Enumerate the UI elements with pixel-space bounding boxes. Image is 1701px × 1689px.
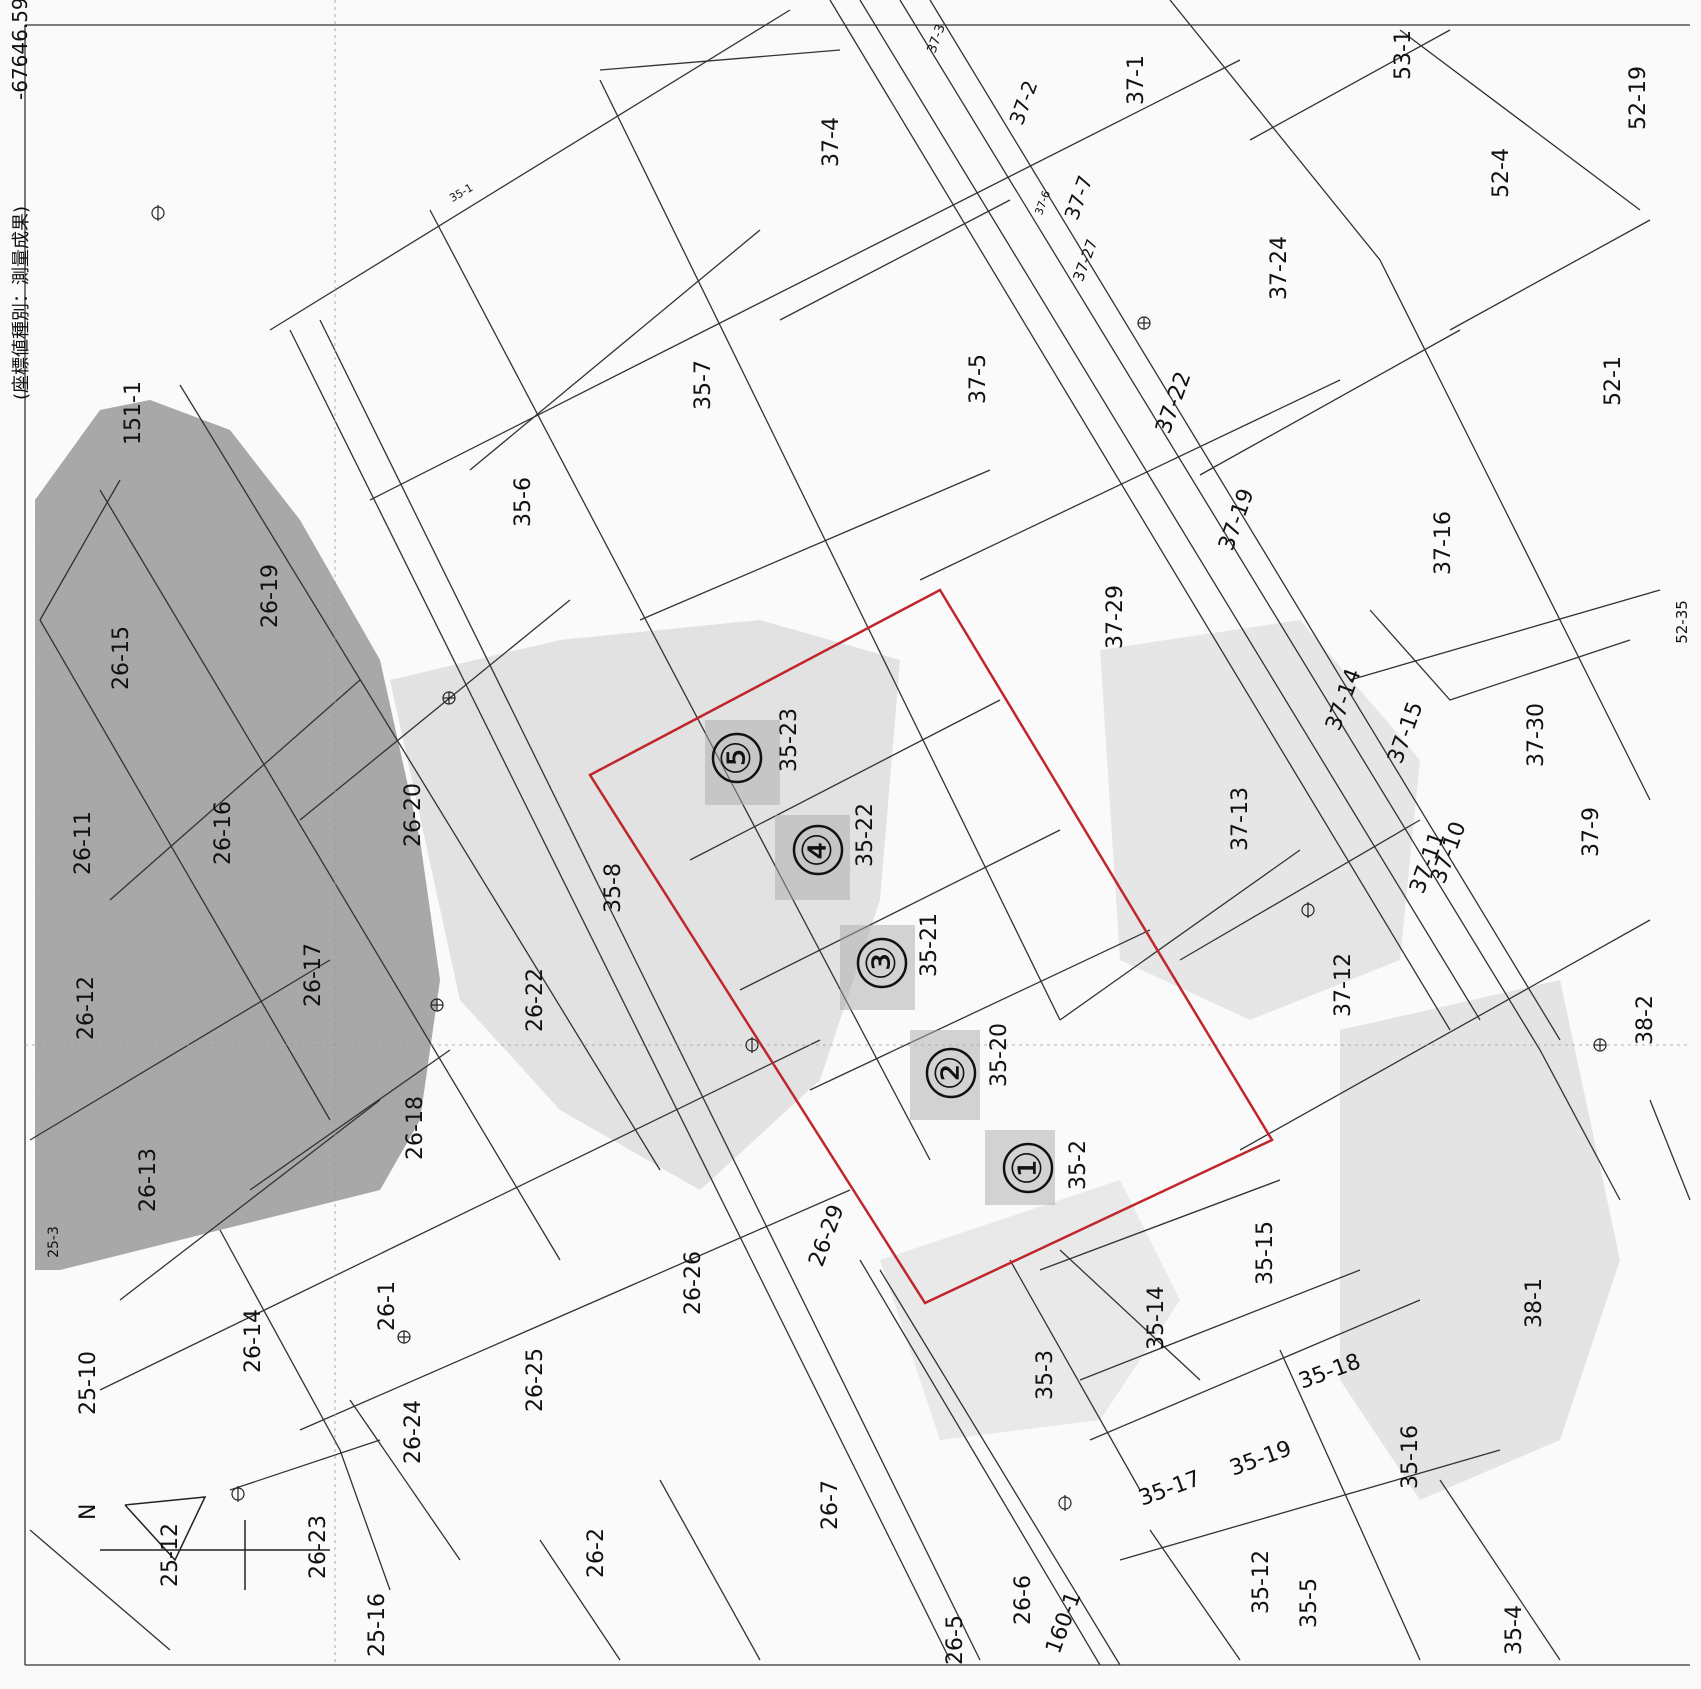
parcel-label: 37-4 [819,117,844,167]
parcel-label: 26-25 [523,1348,548,1412]
survey-point-icon [442,691,456,705]
parcel-label: 26-2 [584,1528,609,1578]
north-arrow-icon [100,1496,330,1590]
subject-parcel-lot: 35-23 [777,708,802,772]
subject-parcel-number: ③ [859,945,905,981]
coordinate-note: (座標値種別：測量成果) [11,206,32,400]
survey-point-icon [745,1037,759,1053]
survey-point-icon [151,205,165,221]
parcel-label: 35-16 [1398,1425,1423,1489]
parcel-label: 35-12 [1249,1550,1274,1614]
parcel-label: 37-12 [1331,953,1356,1017]
parcel-label: 35-6 [511,477,536,527]
coordinate-value: -67646.592 [8,0,32,100]
subject-parcel-5: ⑤ 35-23 [705,708,802,805]
survey-point-icon [1058,1495,1072,1511]
parcel-label: 26-6 [1011,1575,1036,1625]
parcel-label: 26-12 [74,976,99,1040]
subject-parcel-lot: 35-21 [917,913,942,977]
survey-point-markers [151,205,1607,1511]
parcel-label: 35-8 [601,863,626,913]
parcel-label: 26-7 [818,1480,843,1530]
parcel-label: 25-12 [158,1523,183,1587]
parcel-label: 26-23 [306,1515,331,1579]
subject-parcel-number: ② [928,1055,974,1091]
light-shading [390,620,1620,1500]
parcel-label: 35-15 [1253,1221,1278,1285]
parcel-label: 26-14 [241,1309,266,1373]
subject-parcel-2: ② 35-20 [910,1023,1012,1120]
parcel-label: 37-29 [1103,585,1128,649]
parcel-label: 26-22 [523,968,548,1032]
parcel-label: 35-7 [691,360,716,410]
survey-point-icon [397,1330,411,1344]
parcel-boundaries [24,0,1691,1666]
parcel-label: 26-24 [401,1400,426,1464]
parcel-label: 35-14 [1144,1286,1169,1350]
parcel-label: 37-9 [1579,807,1604,857]
subject-parcel-number: ⑤ [714,740,760,776]
survey-point-icon [231,1486,245,1502]
subject-parcel-lot: 35-22 [853,803,878,867]
parcel-label: 26-1 [375,1281,400,1331]
parcel-label: 26-17 [301,943,326,1007]
parcel-label: 26-15 [109,626,134,690]
parcel-label: 25-16 [365,1593,390,1657]
parcel-label: 37-13 [1228,787,1253,851]
parcel-label: 52-1 [1601,356,1626,406]
subject-parcel-number: ④ [795,832,841,868]
parcel-label: 26-11 [71,811,96,875]
parcel-label: 35-3 [1033,1350,1058,1400]
parcel-label: 37-30 [1524,703,1549,767]
parcel-label: 35-5 [1297,1578,1322,1628]
subject-parcel-number: ① [1005,1150,1051,1186]
parcel-label: 26-16 [211,801,236,865]
parcel-label: 26-13 [136,1148,161,1212]
subject-parcel-lot: 35-20 [987,1023,1012,1087]
survey-point-icon [430,998,444,1012]
subject-parcel-4: ④ 35-22 [775,803,878,900]
parcel-label: 52-4 [1489,148,1514,198]
parcel-label: 151-1 [121,381,146,445]
parcel-label: 53-1 [1391,30,1416,80]
parcel-label: 26-5 [943,1615,968,1665]
parcel-label: 37-5 [966,354,991,404]
survey-point-icon [1137,316,1151,330]
parcel-label: 25-10 [76,1351,101,1415]
subject-parcel-1: ① 35-2 [985,1130,1091,1205]
parcel-label: 38-1 [1522,1278,1547,1328]
parcel-label: 26-20 [401,783,426,847]
parcel-label: 26-18 [403,1096,428,1160]
parcel-label: 35-4 [1502,1605,1527,1655]
north-label: N [76,1504,101,1520]
parcel-label: 38-2 [1633,995,1658,1045]
parcel-label: 37-24 [1267,236,1292,300]
shaded-terrain [35,400,440,1270]
subject-parcel-lot: 35-2 [1066,1140,1091,1190]
parcel-label: 37-16 [1431,511,1456,575]
survey-point-icon [1301,902,1315,918]
parcel-label: 37-1 [1124,55,1149,105]
parcel-label: 52-35 [1673,600,1691,644]
parcel-label: 25-3 [46,1226,62,1258]
subject-parcel-markers: ① 35-2 ② 35-20 ③ 35-21 ④ 35-22 ⑤ 35-23 [705,708,1091,1205]
subject-area-boundary [588,588,1274,1305]
subject-parcel-3: ③ 35-21 [840,913,942,1010]
coordinate-grid [25,0,1690,1665]
parcel-label: 26-19 [258,564,283,628]
parcel-label: 52-19 [1626,66,1651,130]
parcel-label: 26-26 [681,1251,706,1315]
survey-point-icon [1593,1038,1607,1052]
